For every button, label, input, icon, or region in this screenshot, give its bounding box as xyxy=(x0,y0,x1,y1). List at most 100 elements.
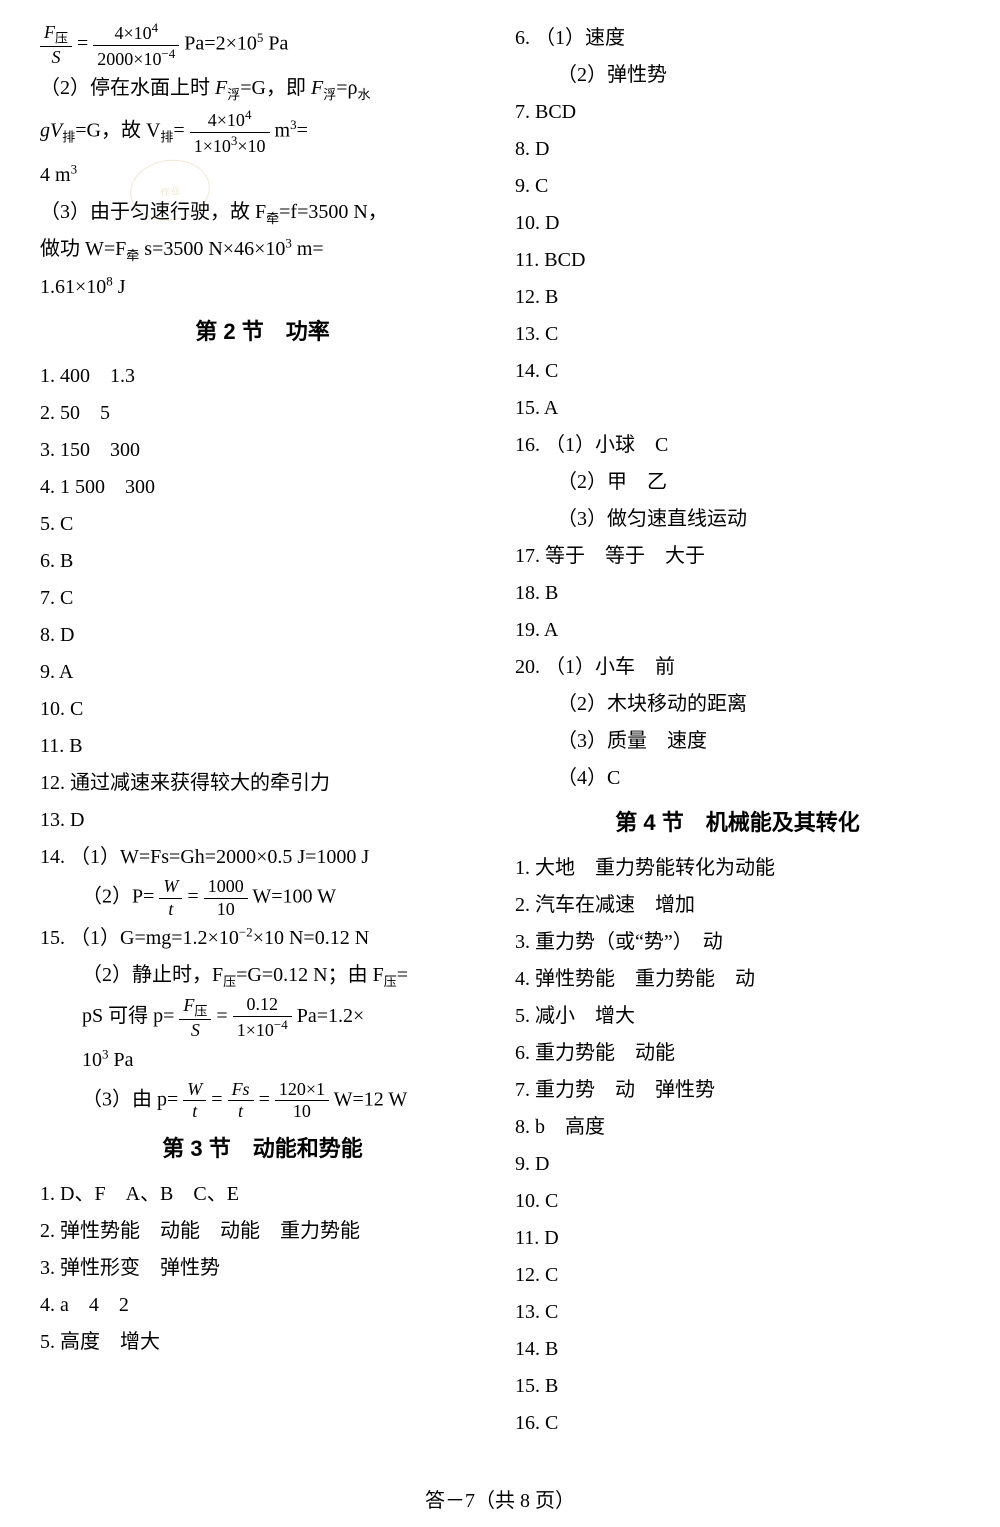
text: （2）P= xyxy=(82,886,154,908)
text-line: 4 m3 xyxy=(40,157,485,194)
right-column: 6. （1）速度 （2）弹性势 7. BCD 8. D 9. C 10. D 1… xyxy=(515,20,960,1442)
text: 1.61×10 xyxy=(40,276,106,298)
answer-line: 7. 重力势 动 弹性势 xyxy=(515,1072,960,1109)
answer-line: 7. C xyxy=(40,580,485,617)
sup: −4 xyxy=(274,1017,288,1032)
answer-line: （3）做匀速直线运动 xyxy=(515,501,960,538)
frac-den: 10 xyxy=(204,899,248,921)
frac-den: t xyxy=(159,899,182,921)
text-line: 做功 W=F牵 s=3500 N×46×103 m= xyxy=(40,231,485,268)
sup: −4 xyxy=(161,46,175,61)
answer-line: 6. 重力势能 动能 xyxy=(515,1035,960,1072)
answer-line: 5. 高度 增大 xyxy=(40,1324,485,1361)
left-column: F压 S = 4×104 2000×10−4 Pa=2×105 Pa （2）停在… xyxy=(40,20,485,1442)
answer-line: 12. B xyxy=(515,279,960,316)
frac-den: 10 xyxy=(275,1101,329,1123)
math: F xyxy=(215,77,227,99)
answer-line: 10. D xyxy=(515,205,960,242)
sub: 水 xyxy=(357,87,370,102)
answer-line: 13. C xyxy=(515,316,960,353)
answer-line: （4）C xyxy=(515,760,960,797)
text: ×10 N=0.12 N xyxy=(253,927,369,949)
answer-line: 2. 50 5 xyxy=(40,395,485,432)
answer-line: 8. D xyxy=(40,617,485,654)
text: Pa xyxy=(263,33,288,55)
text: =G，故 V xyxy=(75,120,160,142)
answer-line: 11. B xyxy=(40,728,485,765)
answer-line: 16. C xyxy=(515,1405,960,1442)
sub: 压 xyxy=(384,974,397,989)
answer-line: 14. C xyxy=(515,353,960,390)
answer-line: 4. a 4 2 xyxy=(40,1287,485,1324)
eq-line: （3）由 p= Wt = Fst = 120×110 W=12 W xyxy=(40,1079,485,1123)
sup: 3 xyxy=(71,162,78,177)
frac-den: 1×10 xyxy=(194,136,231,156)
answer-line: 2. 汽车在减速 增加 xyxy=(515,887,960,924)
answer-line: 8. D xyxy=(515,131,960,168)
text: 做功 W=F xyxy=(40,238,126,260)
fraction: 4×104 2000×10−4 xyxy=(93,20,179,70)
text: （3）由 p= xyxy=(82,1088,178,1110)
sub: 压 xyxy=(194,1003,207,1018)
text: = xyxy=(259,1088,270,1110)
text-line: 103 Pa xyxy=(40,1042,485,1079)
answer-line: 9. C xyxy=(515,168,960,205)
frac-num: F xyxy=(44,22,55,42)
math: F xyxy=(311,77,323,99)
page-content: F压 S = 4×104 2000×10−4 Pa=2×105 Pa （2）停在… xyxy=(0,0,1000,1452)
text: pS 可得 p= xyxy=(82,1006,174,1028)
page-footer: 答－7（共 8 页） xyxy=(0,1484,1000,1513)
answer-line: 2. 弹性势能 动能 动能 重力势能 xyxy=(40,1213,485,1250)
fraction: 120×110 xyxy=(275,1079,329,1123)
fraction: 100010 xyxy=(204,876,248,920)
fraction: Wt xyxy=(183,1079,206,1123)
text: Pa=2×10 xyxy=(184,33,257,55)
answer-line: 13. C xyxy=(515,1294,960,1331)
section-title-3: 第 3 节 动能和势能 xyxy=(40,1129,485,1170)
fraction: F压 S xyxy=(40,22,72,69)
frac-num: 4×10 xyxy=(114,23,151,43)
sup: 4 xyxy=(152,20,159,35)
answer-line: 9. A xyxy=(40,654,485,691)
frac-num: 120×1 xyxy=(275,1079,329,1102)
answer-line: （2）甲 乙 xyxy=(515,464,960,501)
text: =ρ xyxy=(336,77,357,99)
text-line: 1.61×108 J xyxy=(40,269,485,306)
text: = xyxy=(211,1088,222,1110)
eq-line: pS 可得 p= F压S = 0.121×10−4 Pa=1.2× xyxy=(40,994,485,1041)
sub: 牵 xyxy=(126,248,139,263)
frac-den: 2000×10 xyxy=(97,49,161,69)
eq-line: gV排=G，故 V排= 4×104 1×103×10 m3= xyxy=(40,107,485,157)
text: ×10 xyxy=(237,136,265,156)
frac-num: Fs xyxy=(228,1079,254,1102)
answer-line: 1. 大地 重力势能转化为动能 xyxy=(515,850,960,887)
sub: 排 xyxy=(160,130,173,145)
text: 10 xyxy=(82,1049,102,1071)
sup: −2 xyxy=(239,925,253,940)
sub: 压 xyxy=(55,30,68,45)
math: gV xyxy=(40,120,62,142)
answer-line: （3）质量 速度 xyxy=(515,723,960,760)
eq-line: （2）P= Wt = 100010 W=100 W xyxy=(40,876,485,920)
answer-line: 10. C xyxy=(515,1183,960,1220)
answer-line: 17. 等于 等于 大于 xyxy=(515,538,960,575)
text: （2）停在水面上时 xyxy=(40,77,215,99)
text: （2）静止时，F xyxy=(82,964,223,986)
sup: 4 xyxy=(245,107,252,122)
frac-den: t xyxy=(228,1101,254,1123)
sub: 牵 xyxy=(266,211,279,226)
text: Pa xyxy=(109,1049,134,1071)
answer-line: 3. 重力势（或“势”） 动 xyxy=(515,924,960,961)
text: W=100 W xyxy=(252,886,336,908)
answer-line: 1. 400 1.3 xyxy=(40,358,485,395)
answer-line: 14. （1）W=Fs=Gh=2000×0.5 J=1000 J xyxy=(40,839,485,876)
answer-line: 3. 弹性形变 弹性势 xyxy=(40,1250,485,1287)
text: W=12 W xyxy=(334,1088,408,1110)
text: = xyxy=(397,964,408,986)
answer-line: 11. D xyxy=(515,1220,960,1257)
text: =G=0.12 N；由 F xyxy=(236,964,384,986)
answer-line: 4. 弹性势能 重力势能 动 xyxy=(515,961,960,998)
text: = xyxy=(173,120,184,142)
frac-num: 1000 xyxy=(204,876,248,899)
answer-line: 8. b 高度 xyxy=(515,1109,960,1146)
